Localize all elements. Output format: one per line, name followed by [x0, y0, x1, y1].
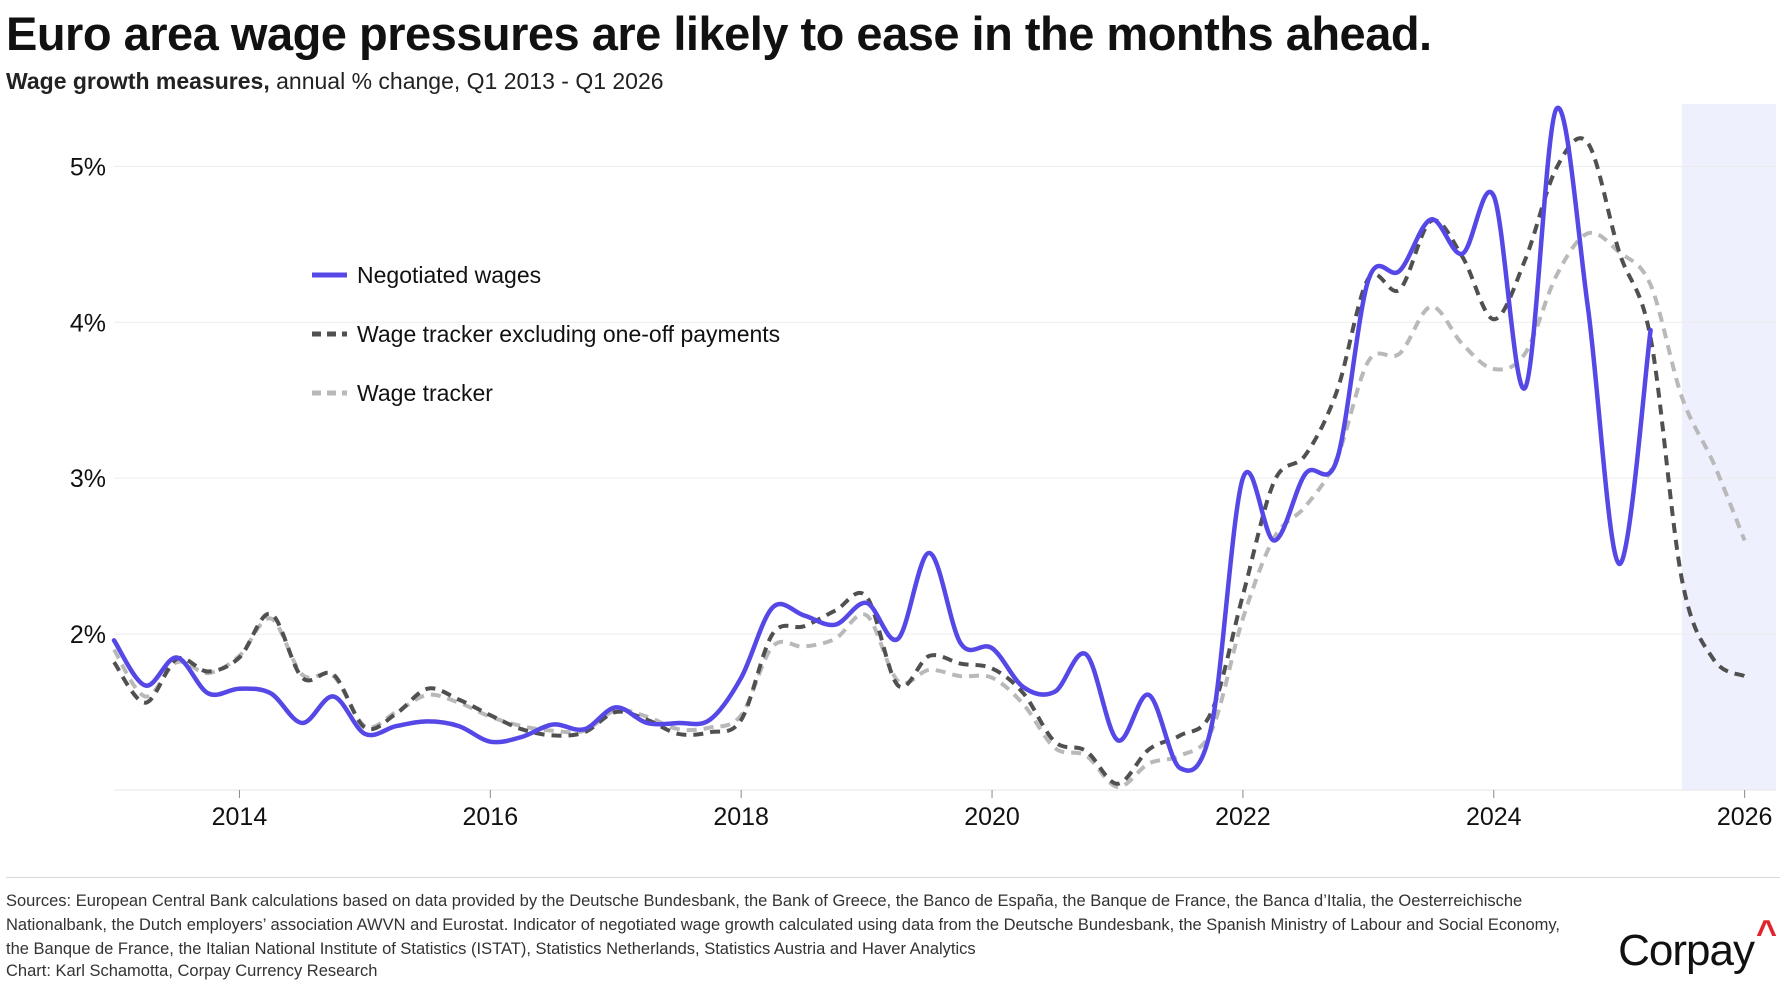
legend-label-wage-tracker: Wage tracker — [357, 380, 493, 406]
gridlines — [114, 165, 1776, 635]
y-tick-label: 5% — [70, 153, 106, 181]
x-tick-label: 2020 — [964, 803, 1020, 831]
line-wage-tracker-excluding-one-off — [112, 136, 1746, 786]
x-tick-label: 2016 — [462, 803, 518, 831]
logo-wordmark: Corpay — [1618, 926, 1755, 975]
footer-divider — [6, 877, 1780, 878]
y-tick-label: 3% — [70, 465, 106, 493]
legend: Negotiated wages Wage tracker excluding … — [312, 262, 780, 406]
logo-caret-icon: ^ — [1755, 912, 1777, 953]
x-tick-label: 2024 — [1466, 803, 1522, 831]
chart-title: Euro area wage pressures are likely to e… — [6, 7, 1432, 60]
line-wage-tracker — [112, 230, 1747, 789]
legend-label-wage-tracker-excl: Wage tracker excluding one-off payments — [357, 321, 780, 347]
corpay-logo: Corpay^ — [1618, 912, 1777, 976]
x-tick-label: 2014 — [212, 803, 268, 831]
legend-label-negotiated-wages: Negotiated wages — [357, 262, 541, 288]
x-axis-tick-labels: 2014 2016 2018 2020 2022 2024 2026 — [212, 790, 1773, 831]
subtitle-range: annual % change, Q1 2013 - Q1 2026 — [269, 68, 664, 94]
y-axis-tick-labels: 2% 3% 4% 5% — [70, 153, 106, 649]
chart-credit: Chart: Karl Schamotta, Corpay Currency R… — [6, 962, 378, 980]
sources-note: Sources: European Central Bank calculati… — [6, 892, 1561, 958]
y-tick-label: 2% — [70, 621, 106, 649]
x-tick-label: 2026 — [1717, 803, 1773, 831]
y-tick-label: 4% — [70, 309, 106, 337]
forecast-shaded-region — [1681, 104, 1776, 790]
subtitle-measure: Wage growth measures, — [6, 68, 270, 94]
x-tick-label: 2022 — [1215, 803, 1271, 831]
chart-subtitle: Wage growth measures, annual % change, Q… — [6, 68, 664, 95]
wage-growth-chart: 2% 3% 4% 5% 2014 2016 2018 2020 2022 2024 2026 Ne… — [70, 104, 1776, 831]
line-negotiated-wages — [111, 105, 1653, 773]
series-lines — [111, 105, 1747, 789]
x-tick-label: 2018 — [713, 803, 769, 831]
